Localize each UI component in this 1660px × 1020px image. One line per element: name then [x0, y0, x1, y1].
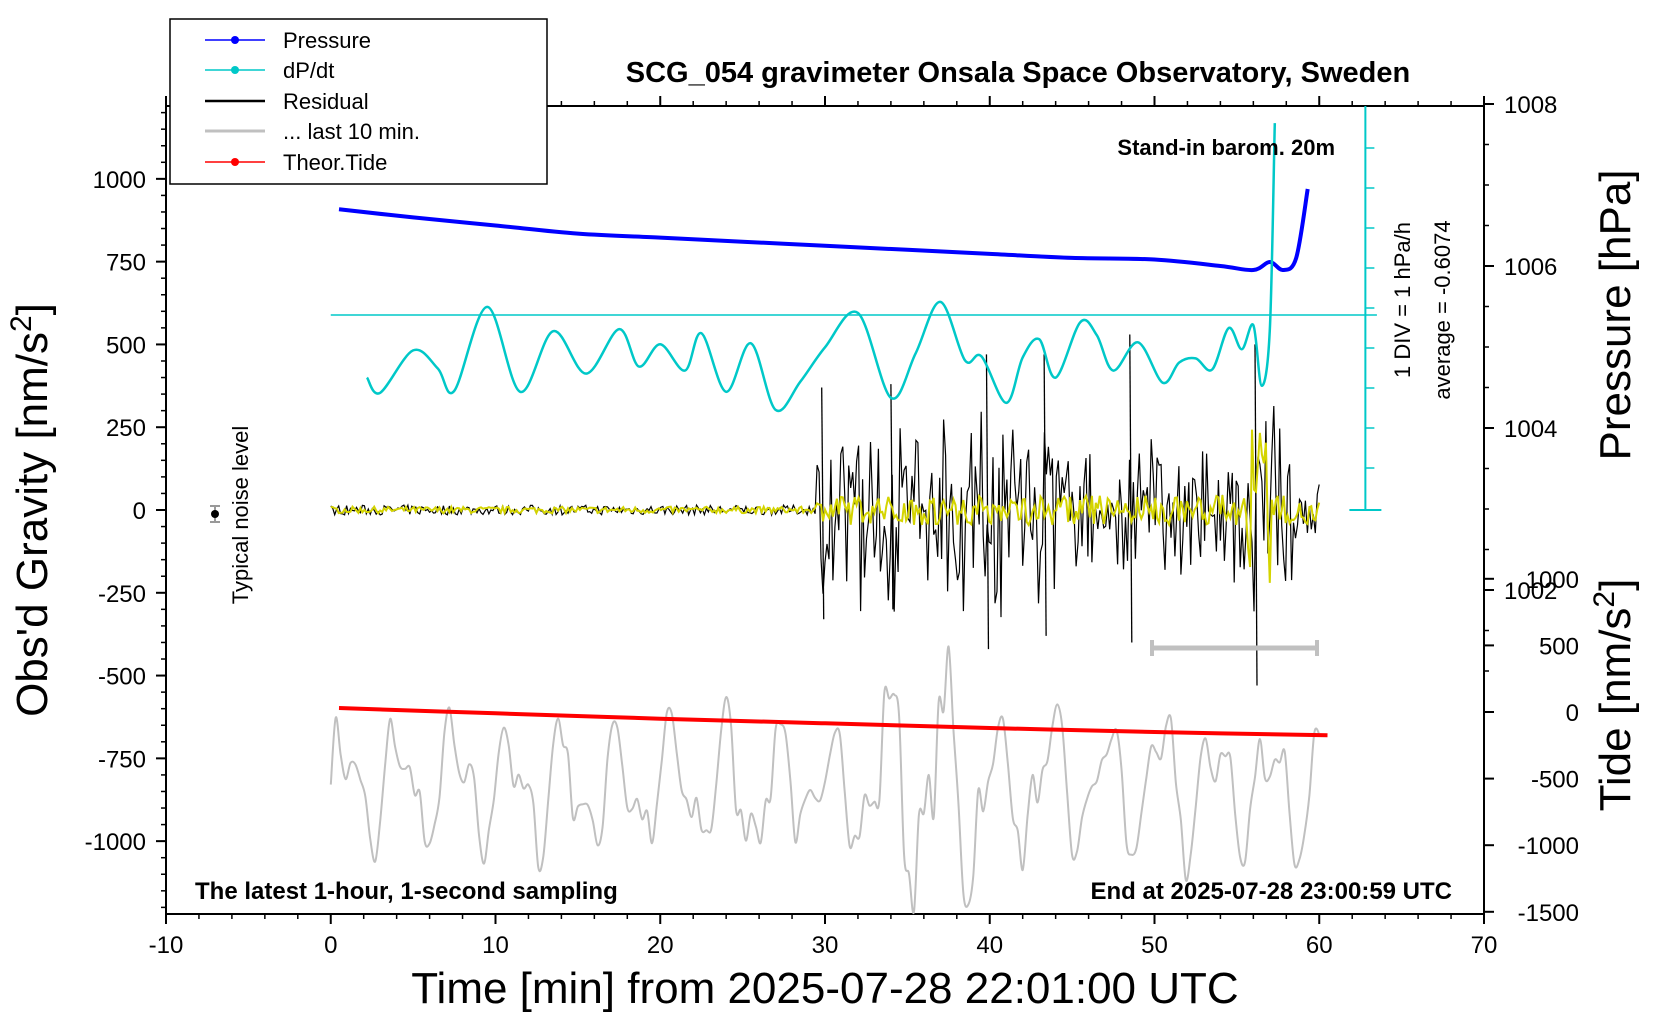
x-tick-label: 0 — [324, 932, 337, 959]
x-tick-label: 10 — [482, 932, 509, 959]
x-tick-label: 20 — [647, 932, 674, 959]
legend-item-tide: Theor.Tide — [205, 150, 387, 175]
residual-spike — [985, 354, 990, 650]
legend-item-dpdt: dP/dt — [205, 58, 334, 83]
legend-label-pressure: Pressure — [283, 28, 371, 53]
y-tick-label-pressure: 1004 — [1504, 416, 1557, 443]
y-tick-label-gravity: 250 — [106, 415, 146, 442]
legend: Pressure dP/dt Residual ... last 10 min.… — [169, 18, 548, 185]
y-tick-label-tide: -1000 — [1518, 833, 1579, 860]
series-layer — [329, 123, 1328, 915]
x-tick-label: -10 — [149, 932, 184, 959]
y-tick-label-pressure: 1002 — [1504, 578, 1557, 605]
legend-label-tide: Theor.Tide — [283, 150, 387, 175]
average-annotation: average = -0.6074 — [1430, 220, 1455, 399]
x-tick-label: 70 — [1471, 932, 1498, 959]
stand-in-annotation: Stand-in barom. 20m — [1117, 135, 1335, 160]
legend-label-last10: ... last 10 min. — [283, 119, 420, 144]
y-tick-label-gravity: 750 — [106, 250, 146, 277]
x-tick-label: 40 — [976, 932, 1003, 959]
x-tick-label: 30 — [812, 932, 839, 959]
legend-item-residual: Residual — [205, 89, 369, 114]
y-tick-label-gravity: -1000 — [85, 829, 146, 856]
y-tick-label-tide: 0 — [1566, 700, 1579, 727]
latest-annotation: The latest 1-hour, 1-second sampling — [195, 878, 618, 905]
y-axis-label-gravity: Obs'd Gravity [nm/s2] — [5, 303, 57, 717]
y-tick-label-gravity: -500 — [98, 664, 146, 691]
end-at-annotation: End at 2025-07-28 23:00:59 UTC — [1091, 878, 1453, 905]
tide-line — [338, 706, 1328, 738]
residual-spike — [1043, 354, 1047, 636]
y-tick-label-tide: 1000 — [1526, 567, 1579, 594]
y-tick-label-tide: -500 — [1531, 767, 1579, 794]
noise-level-marker — [210, 505, 220, 523]
y-tick-label-gravity: 1000 — [93, 167, 146, 194]
x-axis-label: Time [min] from 2025-07-28 22:01:00 UTC — [411, 964, 1238, 1013]
last-10-min-line — [329, 645, 1321, 915]
last-10-min-bracket — [1150, 640, 1319, 656]
y-tick-label-pressure: 1006 — [1504, 254, 1557, 281]
y-tick-label-pressure: 1008 — [1504, 92, 1557, 119]
y-tick-label-tide: -1500 — [1518, 900, 1579, 927]
y-axis-label-pressure: Pressure [hPa] — [1591, 169, 1640, 460]
legend-item-pressure: Pressure — [205, 28, 371, 53]
legend-label-dpdt: dP/dt — [283, 58, 334, 83]
chart-title: SCG_054 gravimeter Onsala Space Observat… — [626, 57, 1410, 89]
y-tick-label-gravity: 0 — [133, 498, 146, 525]
y-axis-label-tide: Tide [nm/s2] — [1588, 579, 1640, 812]
residual-smoothed-line — [330, 429, 1321, 583]
pressure-line — [338, 188, 1310, 273]
x-tick-label: 60 — [1306, 932, 1333, 959]
y-tick-label-gravity: -250 — [98, 581, 146, 608]
y-tick-label-gravity: 500 — [106, 332, 146, 359]
dpdt-line — [365, 123, 1277, 413]
y-tick-label-gravity: -750 — [98, 746, 146, 773]
div-annotation: 1 DIV = 1 hPa/h — [1390, 222, 1415, 378]
legend-item-last10: ... last 10 min. — [205, 119, 420, 144]
noise-level-label: Typical noise level — [228, 426, 253, 605]
x-tick-label: 50 — [1141, 932, 1168, 959]
legend-label-residual: Residual — [283, 89, 369, 114]
tick-labels: -10 0 10 20 30 40 50 60 70 -1000 -750 -500 -250 0 250 5… — [85, 92, 1579, 959]
y-tick-label-tide: 500 — [1539, 633, 1579, 660]
